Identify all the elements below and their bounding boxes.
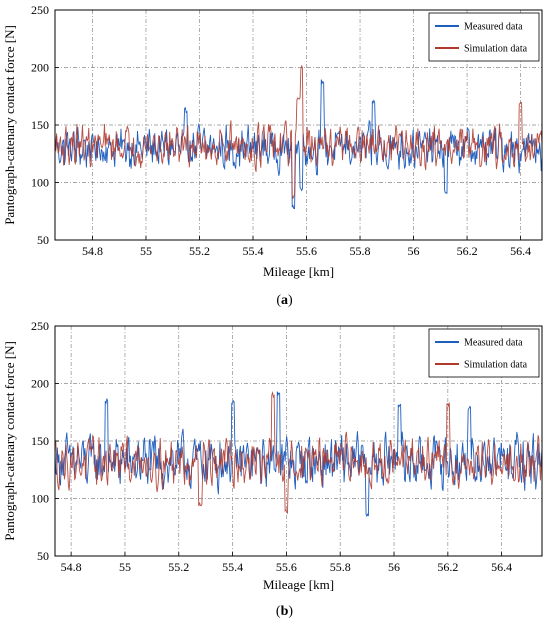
x-tick-label: 56 — [388, 560, 400, 574]
x-tick-label: 54.8 — [61, 560, 82, 574]
y-axis-label: Pantograph-catenary contact force [N] — [2, 341, 17, 541]
y-tick-label: 50 — [37, 549, 49, 563]
x-tick-label: 56.2 — [457, 244, 478, 258]
caption-letter: a — [281, 293, 288, 308]
x-tick-label: 55.2 — [168, 560, 189, 574]
y-tick-label: 150 — [31, 434, 49, 448]
x-tick-label: 56 — [408, 244, 420, 258]
y-tick-label: 250 — [31, 3, 49, 17]
caption-close: ) — [288, 604, 293, 619]
y-tick-label: 200 — [31, 377, 49, 391]
caption-letter: b — [281, 604, 289, 619]
legend-box — [428, 328, 540, 378]
y-tick-label: 200 — [31, 61, 49, 75]
x-tick-label: 55.4 — [222, 560, 243, 574]
panel-caption: (b) — [276, 604, 293, 619]
x-tick-label: 55 — [119, 560, 131, 574]
x-tick-label: 55.2 — [189, 244, 210, 258]
caption-close: ) — [288, 293, 293, 308]
legend: Measured data Simulation data — [428, 12, 540, 62]
caption-open: ( — [276, 604, 281, 619]
legend-label-simulation: Simulation data — [464, 360, 528, 371]
y-tick-label: 250 — [31, 319, 49, 333]
x-tick-label: 56.4 — [510, 244, 531, 258]
x-tick-label: 55.8 — [330, 560, 351, 574]
y-tick-label: 100 — [31, 492, 49, 506]
x-tick-label: 56.4 — [491, 560, 512, 574]
legend-label-measured: Measured data — [464, 22, 523, 33]
x-tick-label: 55 — [140, 244, 152, 258]
legend: Measured data Simulation data — [428, 328, 540, 378]
series-line-simulation — [55, 64, 542, 200]
y-tick-label: 100 — [31, 176, 49, 190]
x-tick-label: 56.2 — [437, 560, 458, 574]
x-axis-label: Mileage [km] — [263, 577, 334, 592]
x-tick-label: 54.8 — [82, 244, 103, 258]
y-tick-label: 50 — [37, 233, 49, 247]
y-axis-label: Pantograph-catenary contact force [N] — [2, 25, 17, 225]
caption-open: ( — [276, 293, 281, 308]
legend-label-simulation: Simulation data — [464, 44, 528, 55]
x-axis-label: Mileage [km] — [263, 264, 334, 279]
legend-label-measured: Measured data — [464, 338, 523, 349]
x-tick-label: 55.8 — [350, 244, 371, 258]
chart-0: 54.8 55 55.2 55.4 55.6 55.8 56 56.2 56.4 50 100 150… — [2, 3, 543, 308]
chart-1: 54.8 55 55.2 55.4 55.6 55.8 56 56.2 56.4 50 100 150… — [2, 319, 543, 619]
legend-box — [428, 12, 540, 62]
x-tick-label: 55.6 — [296, 244, 317, 258]
y-tick-label: 150 — [31, 118, 49, 132]
series-line-measured — [55, 79, 542, 210]
panel-caption: (a) — [276, 293, 293, 308]
x-tick-label: 55.4 — [243, 244, 264, 258]
x-tick-label: 55.6 — [276, 560, 297, 574]
series-line-simulation — [55, 390, 542, 515]
